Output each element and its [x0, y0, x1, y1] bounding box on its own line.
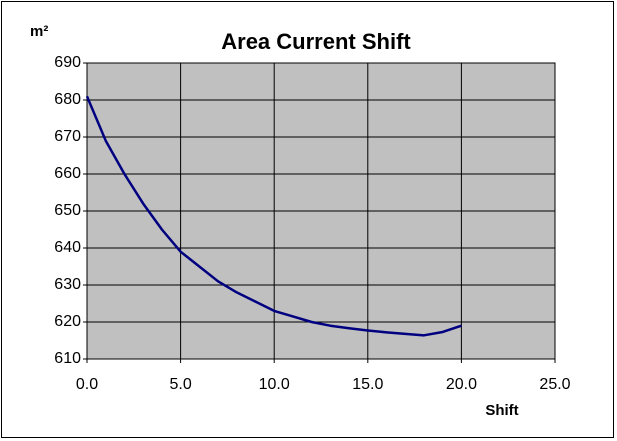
y-tick-label: 680: [54, 91, 81, 108]
x-tick-label: 15.0: [352, 376, 383, 393]
y-tick-label: 670: [54, 128, 81, 145]
x-tick-label: 5.0: [169, 376, 191, 393]
y-tick-label: 650: [54, 202, 81, 219]
y-tick-label: 640: [54, 239, 81, 256]
data-line: [85, 95, 462, 337]
plot-border: [86, 62, 556, 360]
y-axis-label: m²: [30, 23, 48, 40]
y-tick-label: 630: [54, 276, 81, 293]
y-tick-label: 690: [54, 54, 81, 71]
x-tick-label: 20.0: [446, 376, 477, 393]
chart-title: Area Current Shift: [221, 29, 411, 54]
x-tick-label: 10.0: [259, 376, 290, 393]
x-axis-label: Shift: [485, 402, 518, 419]
y-tick-label: 620: [54, 313, 81, 330]
x-tick-label: 0.0: [76, 376, 98, 393]
x-tick-label: 25.0: [539, 376, 570, 393]
y-tick-label: 610: [54, 350, 81, 367]
y-tick-label: 660: [54, 165, 81, 182]
